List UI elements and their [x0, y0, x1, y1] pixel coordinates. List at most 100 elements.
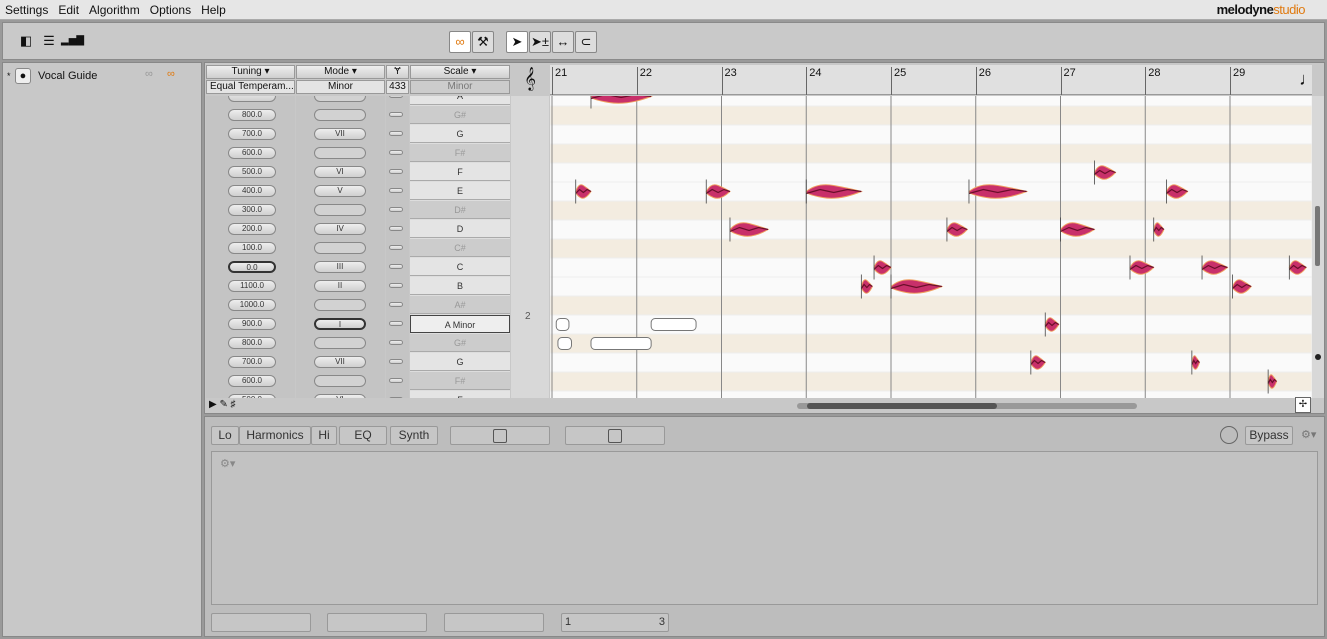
wrench-icon[interactable]: ⚒ — [472, 31, 494, 53]
eq-button[interactable]: EQ — [339, 426, 387, 445]
link-icon[interactable]: ∞ — [449, 31, 471, 53]
slider-handle[interactable] — [493, 429, 507, 443]
menu-settings[interactable]: Settings — [5, 3, 49, 17]
mode-degree[interactable] — [314, 299, 366, 311]
scale-note[interactable]: F — [410, 163, 510, 181]
mode-degree[interactable]: II — [314, 280, 366, 292]
reference-slot[interactable] — [389, 150, 403, 155]
scale-note[interactable]: G — [410, 125, 510, 143]
scale-note[interactable]: A# — [410, 296, 510, 314]
menu-edit[interactable]: Edit — [58, 3, 80, 17]
record-icon[interactable]: ● — [15, 68, 31, 84]
mode-degree[interactable] — [314, 242, 366, 254]
pitch-grid[interactable] — [550, 96, 1312, 398]
hi-button[interactable]: Hi — [311, 426, 337, 445]
page-slider[interactable]: 1 3 — [561, 613, 669, 632]
mode-degree[interactable]: IV — [314, 223, 366, 235]
clef-icon[interactable]: 𝄞 — [524, 68, 536, 90]
synth-button[interactable]: Synth — [390, 426, 438, 445]
tuning-cents[interactable]: 500.0 — [228, 394, 276, 398]
track-name[interactable]: Vocal Guide — [38, 70, 98, 82]
gear-icon[interactable]: ⚙▾ — [1301, 429, 1317, 441]
reference-slot[interactable] — [389, 359, 403, 364]
mode-degree[interactable] — [314, 375, 366, 387]
horizontal-scrollbar[interactable] — [797, 403, 1137, 409]
time-tool-icon[interactable]: ↔ — [552, 31, 574, 53]
bottom-slider-2[interactable] — [327, 613, 427, 632]
fit-view-icon[interactable]: ✢ — [1295, 397, 1311, 413]
scale-note[interactable]: F# — [410, 372, 510, 390]
mode-value[interactable]: Minor — [296, 80, 385, 94]
scale-note[interactable]: E — [410, 182, 510, 200]
scale-note[interactable]: C — [410, 258, 510, 276]
menu-options[interactable]: Options — [149, 3, 192, 17]
tuning-cents[interactable]: 700.0 — [228, 356, 276, 368]
bypass-button[interactable]: Bypass — [1245, 426, 1293, 445]
reference-header[interactable]: Ɏ — [386, 65, 409, 79]
tuning-cents[interactable]: 100.0 — [228, 242, 276, 254]
mode-degree[interactable] — [314, 147, 366, 159]
scale-note[interactable]: F# — [410, 144, 510, 162]
menu-algorithm[interactable]: Algorithm — [89, 3, 140, 17]
mode-degree[interactable]: VI — [314, 166, 366, 178]
panel-toggle-icon[interactable]: ◧ — [19, 33, 33, 48]
blend-slider[interactable] — [450, 426, 550, 445]
reference-slot[interactable] — [389, 131, 403, 136]
mode-degree[interactable]: VI — [314, 394, 366, 398]
output-knob[interactable] — [1220, 426, 1238, 444]
mode-degree[interactable] — [314, 96, 366, 102]
tuning-cents[interactable]: 400.0 — [228, 185, 276, 197]
timeline-ruler[interactable]: 21 22 23 24 25 26 27 28 29 — [550, 65, 1312, 95]
tuning-cents[interactable]: 800.0 — [228, 109, 276, 121]
link-active-icon[interactable]: ∞ — [167, 68, 175, 80]
tuning-cents[interactable]: 500.0 — [228, 166, 276, 178]
link-icon[interactable]: ∞ — [145, 68, 153, 80]
scale-note[interactable]: A — [410, 96, 510, 105]
harmonics-button[interactable]: Harmonics — [239, 426, 311, 445]
pointer-tool-icon[interactable]: ➤ — [506, 31, 528, 53]
reference-slot[interactable] — [389, 340, 403, 345]
tuning-cents[interactable]: 700.0 — [228, 128, 276, 140]
mode-degree[interactable]: I — [314, 318, 366, 330]
reference-slot[interactable] — [389, 321, 403, 326]
scale-note[interactable]: A Minor — [410, 315, 510, 333]
zoom-slider[interactable] — [1315, 354, 1321, 360]
histogram-icon[interactable]: ▂▅▇ — [61, 35, 85, 46]
reference-slot[interactable] — [389, 169, 403, 174]
scale-note[interactable]: F — [410, 391, 510, 398]
lo-button[interactable]: Lo — [211, 426, 239, 445]
tuning-cents[interactable]: 900.0 — [228, 318, 276, 330]
mode-degree[interactable]: VII — [314, 128, 366, 140]
scale-note[interactable]: C# — [410, 239, 510, 257]
mode-degree[interactable]: V — [314, 185, 366, 197]
tool-icons[interactable]: ▶ ✎ ♯ — [209, 399, 236, 410]
reference-slot[interactable] — [389, 302, 403, 307]
note-value-icon[interactable]: ♩ — [1299, 69, 1317, 89]
gear-icon[interactable]: ⚙▾ — [220, 458, 236, 470]
scale-value[interactable]: Minor — [410, 80, 510, 94]
pitch-tool-icon[interactable]: ➤± — [529, 31, 551, 53]
tuning-cents[interactable]: 0.0 — [228, 261, 276, 273]
mode-degree[interactable]: VII — [314, 356, 366, 368]
mode-degree[interactable]: III — [314, 261, 366, 273]
tuning-value[interactable]: Equal Temperam... — [206, 80, 295, 94]
reference-slot[interactable] — [389, 397, 403, 398]
tuning-cents[interactable] — [228, 96, 276, 102]
reference-slot[interactable] — [389, 264, 403, 269]
scale-note[interactable]: G — [410, 353, 510, 371]
scale-note[interactable]: G# — [410, 334, 510, 352]
tuning-header[interactable]: Tuning ▾ — [206, 65, 295, 79]
slider-handle[interactable] — [608, 429, 622, 443]
mode-degree[interactable] — [314, 109, 366, 121]
tuning-cents[interactable]: 800.0 — [228, 337, 276, 349]
reference-slot[interactable] — [389, 207, 403, 212]
reference-slot[interactable] — [389, 188, 403, 193]
mixer-icon[interactable]: ☰ — [43, 33, 55, 48]
menu-help[interactable]: Help — [201, 3, 226, 17]
reference-slot[interactable] — [389, 226, 403, 231]
mode-degree[interactable] — [314, 337, 366, 349]
mode-degree[interactable] — [314, 204, 366, 216]
scale-note[interactable]: G# — [410, 106, 510, 124]
tuning-cents[interactable]: 200.0 — [228, 223, 276, 235]
reference-slot[interactable] — [389, 245, 403, 250]
